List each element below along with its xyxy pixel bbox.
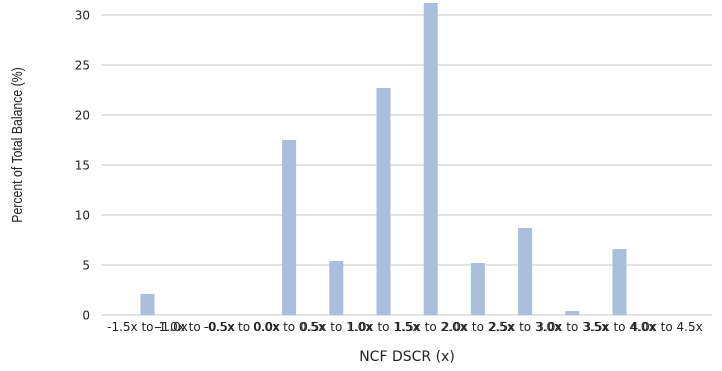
x-tick-label: 2.0x to 2.5x xyxy=(442,320,514,334)
bar xyxy=(518,228,533,315)
x-tick-label: -1.0x to -0.5x xyxy=(154,320,235,334)
y-tick-label: 25 xyxy=(75,59,90,73)
bar xyxy=(470,263,485,315)
bar xyxy=(612,249,627,315)
gridlines xyxy=(101,14,712,316)
y-tick-label: 0 xyxy=(82,309,90,323)
x-tick-label: 3.5x to 4.0x xyxy=(583,320,655,334)
x-tick-label: 3.0x to 3.5x xyxy=(536,320,608,334)
x-tick-label: 1.5x to 2.0x xyxy=(395,320,467,334)
x-tick-label: 1.0x to 1.5x xyxy=(347,320,419,334)
x-tick-label: 2.5x to 3.0x xyxy=(489,320,561,334)
bar xyxy=(329,261,344,315)
y-axis-label: Percent of Total Balance (%) xyxy=(9,67,25,223)
bar xyxy=(140,294,155,315)
x-tick-label: -1.5x to -1.0x xyxy=(107,320,188,334)
bars xyxy=(140,3,627,315)
y-tick-label: 30 xyxy=(75,9,90,23)
bar xyxy=(282,140,297,315)
bar xyxy=(565,311,580,315)
x-tick-label: 4.0x to 4.5x xyxy=(631,320,703,334)
y-tick-label: 20 xyxy=(75,109,90,123)
bar xyxy=(423,3,438,315)
x-axis-label: NCF DSCR (x) xyxy=(359,349,455,365)
x-tick-labels: -1.5x to -1.0x-1.0x to -0.5x-0.5x to 0.0… xyxy=(107,320,703,334)
x-tick-label: 0.0x to 0.5x xyxy=(253,320,325,334)
y-tick-label: 5 xyxy=(82,259,90,273)
bar xyxy=(376,88,391,315)
y-tick-labels: 0 5 10 15 20 25 30 xyxy=(75,9,90,323)
y-tick-label: 10 xyxy=(75,209,90,223)
y-tick-label: 15 xyxy=(75,159,90,173)
x-tick-label: -0.5x to 0.0x xyxy=(204,320,280,334)
x-tick-label: 0.5x to 1.0x xyxy=(300,320,372,334)
